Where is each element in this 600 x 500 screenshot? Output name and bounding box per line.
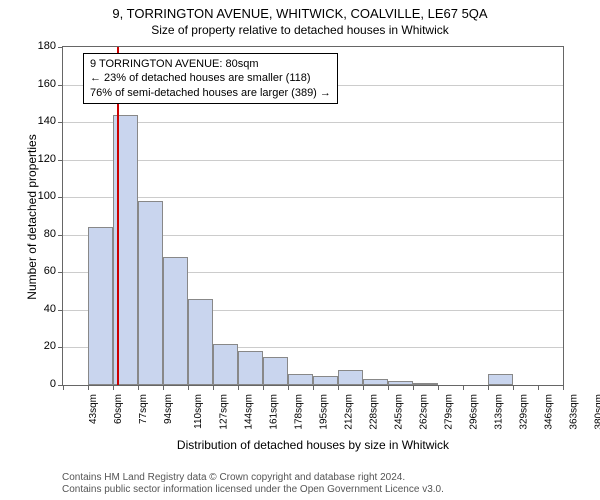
y-tick	[58, 160, 63, 161]
y-tick-label: 100	[26, 190, 56, 202]
x-tick-label: 110sqm	[193, 394, 204, 429]
footer: Contains HM Land Registry data © Crown c…	[62, 472, 444, 496]
histogram-bar	[163, 257, 188, 385]
y-tick-label: 80	[26, 228, 56, 240]
x-tick	[63, 385, 64, 390]
y-tick-label: 20	[26, 340, 56, 352]
chart-subtitle: Size of property relative to detached ho…	[0, 21, 600, 37]
x-tick-label: 144sqm	[244, 394, 255, 430]
y-tick	[58, 272, 63, 273]
y-tick-label: 120	[26, 153, 56, 165]
x-tick	[88, 385, 89, 390]
x-tick	[213, 385, 214, 390]
x-tick-label: 43sqm	[88, 394, 99, 424]
x-tick	[338, 385, 339, 390]
y-tick-label: 140	[26, 115, 56, 127]
x-axis-label: Distribution of detached houses by size …	[62, 438, 564, 452]
x-tick-label: 127sqm	[219, 394, 230, 430]
x-tick-label: 178sqm	[294, 394, 305, 430]
y-tick-label: 40	[26, 303, 56, 315]
x-tick	[188, 385, 189, 390]
x-tick-label: 60sqm	[113, 394, 124, 424]
x-tick-label: 346sqm	[544, 394, 555, 430]
x-tick-label: 77sqm	[138, 394, 149, 424]
x-tick-label: 313sqm	[494, 394, 505, 430]
histogram-bar	[313, 376, 338, 385]
y-tick	[58, 347, 63, 348]
x-tick-label: 380sqm	[594, 394, 600, 430]
gridline	[63, 160, 563, 161]
histogram-bar	[288, 374, 313, 385]
x-tick	[388, 385, 389, 390]
x-tick-label: 161sqm	[269, 394, 280, 430]
y-tick-label: 0	[26, 378, 56, 390]
x-tick-label: 212sqm	[344, 394, 355, 430]
histogram-bar	[363, 379, 388, 385]
chart-title: 9, TORRINGTON AVENUE, WHITWICK, COALVILL…	[0, 0, 600, 21]
gridline	[63, 122, 563, 123]
chart-container: 9, TORRINGTON AVENUE, WHITWICK, COALVILL…	[0, 0, 600, 500]
footer-line1: Contains HM Land Registry data © Crown c…	[62, 472, 444, 484]
y-tick-label: 160	[26, 78, 56, 90]
x-tick-label: 228sqm	[369, 394, 380, 430]
x-tick	[513, 385, 514, 390]
y-tick	[58, 85, 63, 86]
info-box: 9 TORRINGTON AVENUE: 80sqm← 23% of detac…	[83, 53, 338, 104]
histogram-bar	[88, 227, 113, 385]
x-tick	[363, 385, 364, 390]
x-tick	[113, 385, 114, 390]
info-line: ← 23% of detached houses are smaller (11…	[90, 71, 331, 85]
x-tick	[463, 385, 464, 390]
x-tick-label: 94sqm	[163, 394, 174, 424]
footer-line2: Contains public sector information licen…	[62, 484, 444, 496]
x-tick	[238, 385, 239, 390]
x-tick	[563, 385, 564, 390]
x-tick	[438, 385, 439, 390]
x-tick	[488, 385, 489, 390]
x-tick-label: 363sqm	[569, 394, 580, 430]
plot-area: 9 TORRINGTON AVENUE: 80sqm← 23% of detac…	[62, 46, 564, 386]
y-tick	[58, 122, 63, 123]
info-line: 76% of semi-detached houses are larger (…	[90, 86, 331, 100]
x-tick	[413, 385, 414, 390]
y-tick	[58, 235, 63, 236]
x-tick	[313, 385, 314, 390]
x-tick	[163, 385, 164, 390]
histogram-bar	[138, 201, 163, 385]
y-tick	[58, 310, 63, 311]
y-tick	[58, 197, 63, 198]
x-tick	[288, 385, 289, 390]
histogram-bar	[413, 383, 438, 385]
x-tick-label: 329sqm	[519, 394, 530, 430]
histogram-bar	[488, 374, 513, 385]
histogram-bar	[263, 357, 288, 385]
info-line: 9 TORRINGTON AVENUE: 80sqm	[90, 57, 331, 71]
histogram-bar	[238, 351, 263, 385]
y-tick-label: 60	[26, 265, 56, 277]
histogram-bar	[188, 299, 213, 385]
histogram-bar	[388, 381, 413, 385]
x-tick-label: 195sqm	[319, 394, 330, 430]
x-tick-label: 279sqm	[444, 394, 455, 430]
x-tick	[263, 385, 264, 390]
histogram-bar	[338, 370, 363, 385]
x-tick	[538, 385, 539, 390]
gridline	[63, 197, 563, 198]
x-tick-label: 245sqm	[394, 394, 405, 430]
x-tick-label: 296sqm	[469, 394, 480, 430]
y-tick-label: 180	[26, 40, 56, 52]
y-axis-label: Number of detached properties	[25, 117, 39, 317]
x-tick-label: 262sqm	[419, 394, 430, 430]
x-tick	[138, 385, 139, 390]
histogram-bar	[213, 344, 238, 385]
y-tick	[58, 47, 63, 48]
